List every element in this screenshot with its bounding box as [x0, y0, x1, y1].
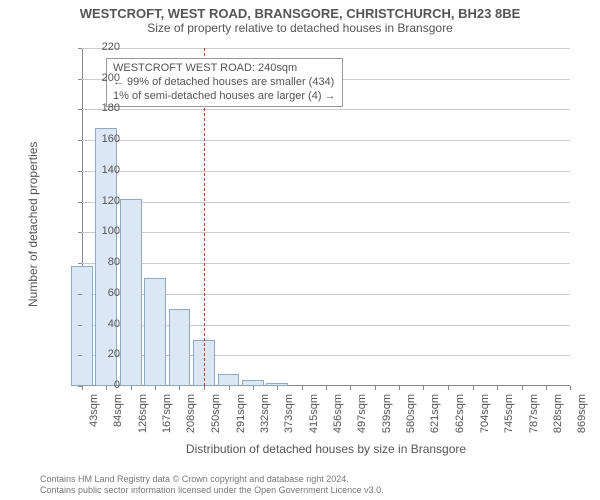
gridline [82, 202, 570, 203]
annotation-line: WESTCROFT WEST ROAD: 240sqm [113, 62, 336, 76]
x-tick-label: 580sqm [405, 394, 417, 442]
y-tick-label: 60 [80, 287, 120, 299]
x-tick-mark [229, 386, 230, 390]
x-tick-mark [546, 386, 547, 390]
y-axis-label: Number of detached properties [26, 142, 40, 307]
annotation-box: WESTCROFT WEST ROAD: 240sqm ← 99% of det… [106, 58, 343, 107]
x-tick-label: 415sqm [308, 394, 320, 442]
x-tick-label: 167sqm [161, 394, 173, 442]
y-tick-label: 80 [80, 256, 120, 268]
x-tick-label: 662sqm [454, 394, 466, 442]
annotation-line: 1% of semi-detached houses are larger (4… [113, 90, 336, 104]
x-tick-mark [350, 386, 351, 390]
x-tick-mark [375, 386, 376, 390]
y-tick-label: 0 [80, 379, 120, 391]
footer-line: Contains public sector information licen… [40, 485, 384, 496]
x-tick-label: 869sqm [576, 394, 588, 442]
x-tick-mark [497, 386, 498, 390]
y-tick-label: 120 [80, 195, 120, 207]
histogram-bar [120, 199, 142, 386]
x-axis-label: Distribution of detached houses by size … [82, 442, 570, 456]
x-tick-label: 373sqm [283, 394, 295, 442]
histogram-bar [144, 278, 166, 386]
x-tick-mark [326, 386, 327, 390]
gridline [82, 140, 570, 141]
page-title: WESTCROFT, WEST ROAD, BRANSGORE, CHRISTC… [0, 0, 600, 21]
x-tick-mark [399, 386, 400, 390]
y-tick-label: 180 [80, 102, 120, 114]
x-tick-mark [277, 386, 278, 390]
page-subtitle: Size of property relative to detached ho… [0, 21, 600, 39]
x-tick-label: 787sqm [528, 394, 540, 442]
y-tick-label: 140 [80, 164, 120, 176]
gridline [82, 263, 570, 264]
x-tick-label: 250sqm [210, 394, 222, 442]
histogram-bar [218, 374, 240, 386]
y-tick-label: 220 [80, 41, 120, 53]
x-tick-mark [253, 386, 254, 390]
x-tick-mark [522, 386, 523, 390]
y-tick-label: 200 [80, 72, 120, 84]
x-tick-label: 126sqm [137, 394, 149, 442]
gridline [82, 171, 570, 172]
histogram-bar [169, 309, 191, 386]
x-tick-mark [106, 386, 107, 390]
x-tick-label: 497sqm [356, 394, 368, 442]
x-tick-label: 43sqm [88, 394, 100, 442]
y-tick-label: 160 [80, 133, 120, 145]
y-tick-label: 40 [80, 318, 120, 330]
gridline [82, 232, 570, 233]
x-tick-label: 84sqm [112, 394, 124, 442]
x-tick-mark [204, 386, 205, 390]
x-tick-label: 208sqm [185, 394, 197, 442]
x-tick-label: 332sqm [259, 394, 271, 442]
y-tick-label: 100 [80, 225, 120, 237]
x-tick-mark [423, 386, 424, 390]
y-tick-label: 20 [80, 348, 120, 360]
gridline [82, 48, 570, 49]
x-tick-label: 539sqm [381, 394, 393, 442]
x-tick-label: 291sqm [235, 394, 247, 442]
gridline [82, 109, 570, 110]
x-tick-label: 456sqm [332, 394, 344, 442]
annotation-line: ← 99% of detached houses are smaller (43… [113, 76, 336, 90]
x-tick-mark [570, 386, 571, 390]
x-tick-mark [82, 386, 83, 390]
chart-container: Number of detached properties WESTCROFT … [38, 48, 570, 426]
footer-line: Contains HM Land Registry data © Crown c… [40, 474, 384, 485]
x-tick-label: 828sqm [552, 394, 564, 442]
x-tick-mark [448, 386, 449, 390]
x-tick-label: 704sqm [479, 394, 491, 442]
x-tick-mark [302, 386, 303, 390]
footer-attribution: Contains HM Land Registry data © Crown c… [40, 474, 384, 496]
x-tick-label: 745sqm [503, 394, 515, 442]
x-tick-mark [179, 386, 180, 390]
x-tick-mark [473, 386, 474, 390]
x-tick-mark [131, 386, 132, 390]
plot-area: WESTCROFT WEST ROAD: 240sqm ← 99% of det… [82, 48, 570, 386]
x-tick-mark [155, 386, 156, 390]
x-tick-label: 621sqm [429, 394, 441, 442]
